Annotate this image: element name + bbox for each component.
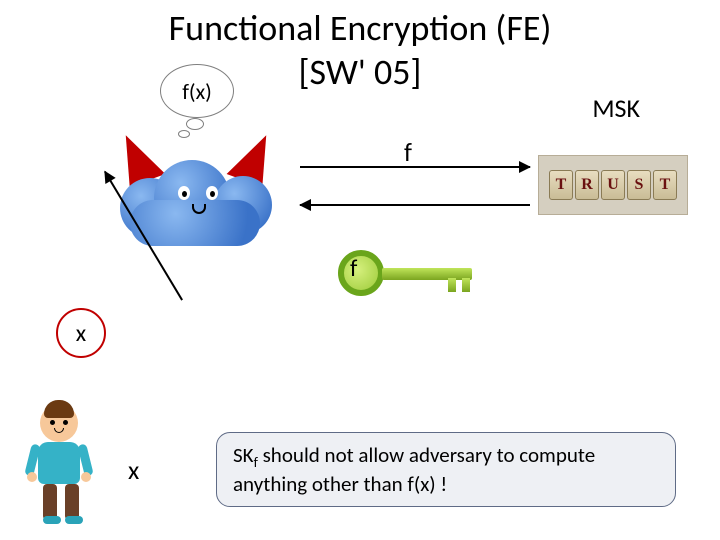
trust-block: S [627, 170, 651, 200]
arrow-right-icon [300, 166, 530, 168]
security-note: SKf should not allow adversary to comput… [216, 432, 676, 507]
x-small-label: x [128, 454, 139, 486]
user-icon [38, 404, 80, 520]
trust-block: T [653, 170, 677, 200]
thought-bubble-dot [186, 118, 204, 130]
trust-blocks-icon: T R U S T [538, 155, 688, 215]
arrow-top-label: f [404, 136, 412, 168]
arrow-left-icon [300, 204, 530, 206]
thought-bubble: f(x) [160, 64, 234, 118]
trust-block: U [601, 170, 625, 200]
x-circle-label: x [76, 319, 86, 348]
page-title: Functional Encryption (FE) [0, 6, 720, 50]
thought-bubble-dot [178, 130, 190, 138]
page-subtitle: [SW' 05] [0, 50, 720, 94]
adversary-cloud-icon [120, 160, 270, 240]
key-label: f [350, 254, 357, 283]
x-circle: x [56, 308, 106, 358]
msk-label: MSK [592, 92, 640, 124]
key-icon [338, 250, 384, 296]
trust-block: T [549, 170, 573, 200]
trust-block: R [575, 170, 599, 200]
bubble-text: f(x) [182, 78, 212, 105]
